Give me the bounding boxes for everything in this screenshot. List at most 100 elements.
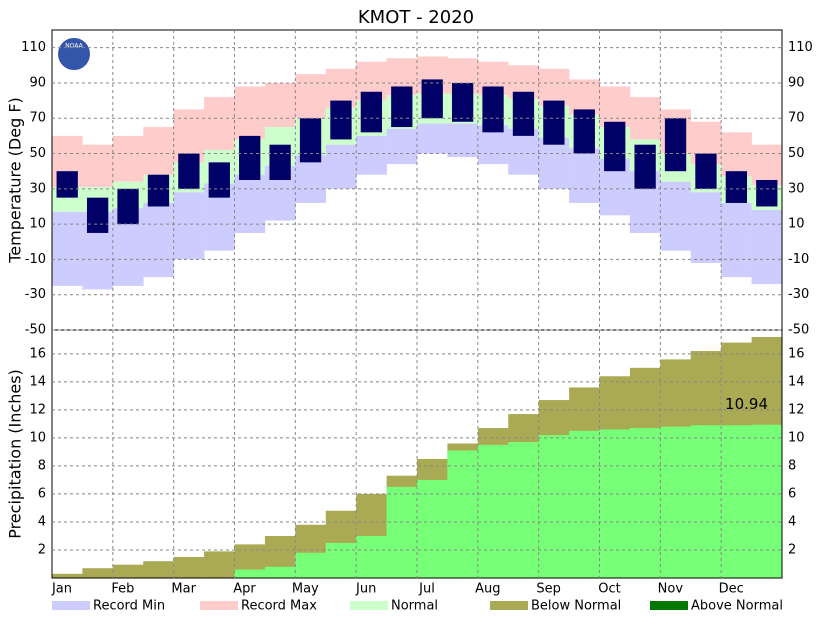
actual-range [451, 82, 474, 122]
x-tick-label: Feb [111, 582, 134, 597]
actual-area [264, 566, 296, 578]
actual-area [690, 425, 722, 578]
actual-area [721, 425, 752, 578]
actual-range [573, 109, 595, 154]
y-tick-label: -50 [25, 323, 46, 338]
value-label: 10.94 [725, 395, 768, 413]
y-tick-label: 2 [38, 542, 46, 557]
y2-tick-label: 30 [788, 181, 805, 196]
actual-range [543, 100, 565, 145]
record-max-band [599, 86, 631, 128]
actual-range [664, 118, 687, 172]
y2-tick-label: -30 [788, 287, 809, 302]
x-tick-label: Sep [536, 582, 561, 597]
record-min-band [660, 181, 692, 251]
record-min-band [356, 135, 387, 175]
record-min-band [569, 148, 600, 203]
actual-range [299, 118, 322, 163]
x-tick-label: Apr [233, 582, 256, 597]
actual-range [421, 79, 443, 119]
y2-tick-label: 110 [788, 40, 813, 55]
y2-tick-label: 6 [788, 486, 796, 501]
record-min-band [325, 144, 357, 189]
logo-text: NOAA [65, 43, 83, 50]
record-max-band [204, 97, 235, 150]
y2-tick-label: 14 [788, 374, 805, 389]
y-tick-label: 10 [29, 217, 46, 232]
record-min-band [386, 128, 418, 165]
actual-area [751, 424, 783, 578]
record-min-band [143, 202, 174, 278]
actual-range [239, 135, 261, 180]
legend-label: Record Min [93, 599, 165, 614]
legend-swatch [200, 601, 238, 610]
legend-swatch [490, 601, 528, 610]
y-tick-label: -10 [25, 252, 46, 267]
actual-area [477, 444, 509, 578]
record-min-band [295, 155, 327, 203]
y-tick-label: 16 [29, 346, 46, 361]
y-tick-label: -30 [25, 287, 46, 302]
below-normal-area [112, 564, 144, 578]
y2-tick-label: 12 [788, 402, 805, 417]
record-max-band [538, 68, 570, 106]
actual-range [117, 188, 139, 225]
record-min-band [508, 128, 539, 175]
below-normal-area [143, 561, 174, 578]
y-tick-label: 30 [29, 181, 46, 196]
y-tick-label: 10 [29, 430, 46, 445]
actual-range [360, 91, 383, 133]
below-normal-area [204, 551, 235, 578]
y-tick-label: 110 [21, 40, 46, 55]
actual-area [325, 542, 357, 578]
y-tick-label: 6 [38, 486, 46, 501]
actual-range [391, 86, 413, 128]
plot [52, 56, 783, 578]
y2-tick-label: 90 [788, 75, 805, 90]
actual-range [208, 162, 230, 198]
actual-range [512, 91, 535, 136]
x-tick-label: Aug [475, 582, 500, 597]
logo [56, 36, 92, 72]
actual-range [86, 197, 109, 233]
record-max-band [82, 144, 114, 188]
legend-label: Above Normal [691, 599, 783, 614]
actual-area [569, 430, 600, 578]
y2-tick-label: 16 [788, 346, 805, 361]
y2-tick-label: -10 [788, 252, 809, 267]
y-tick-label: 4 [38, 514, 46, 529]
record-max-band [569, 79, 600, 115]
record-min-band [52, 211, 83, 286]
chart-title: KMOT - 2020 [358, 7, 474, 28]
y-axis-label: Temperature (Deg F) [6, 97, 25, 264]
x-tick-label: Jan [51, 582, 72, 597]
actual-area [599, 429, 631, 578]
record-min-band [538, 137, 570, 189]
actual-range [725, 171, 748, 203]
y-tick-label: 50 [29, 146, 46, 161]
y-axis-label: Precipitation (Inches) [6, 369, 25, 539]
actual-area [629, 428, 661, 578]
y2-tick-label: 4 [788, 514, 796, 529]
y2-tick-label: 10 [788, 430, 805, 445]
actual-range [178, 153, 200, 189]
record-max-band [143, 127, 174, 175]
actual-range [695, 153, 717, 189]
x-tick-label: Jul [418, 582, 435, 597]
record-max-band [751, 144, 783, 186]
actual-area [356, 535, 387, 578]
y-tick-label: 8 [38, 458, 46, 473]
actual-range [56, 171, 78, 198]
legend-swatch [52, 601, 90, 610]
record-max-band [112, 135, 144, 182]
y2-tick-label: -50 [788, 323, 809, 338]
record-min-band [721, 202, 752, 278]
y2-tick-label: 50 [788, 146, 805, 161]
below-normal-area [52, 573, 83, 578]
x-tick-label: Dec [719, 582, 744, 597]
record-max-band [264, 82, 296, 128]
x-tick-label: Mar [171, 582, 196, 597]
y-tick-label: 90 [29, 75, 46, 90]
actual-area [234, 569, 266, 578]
